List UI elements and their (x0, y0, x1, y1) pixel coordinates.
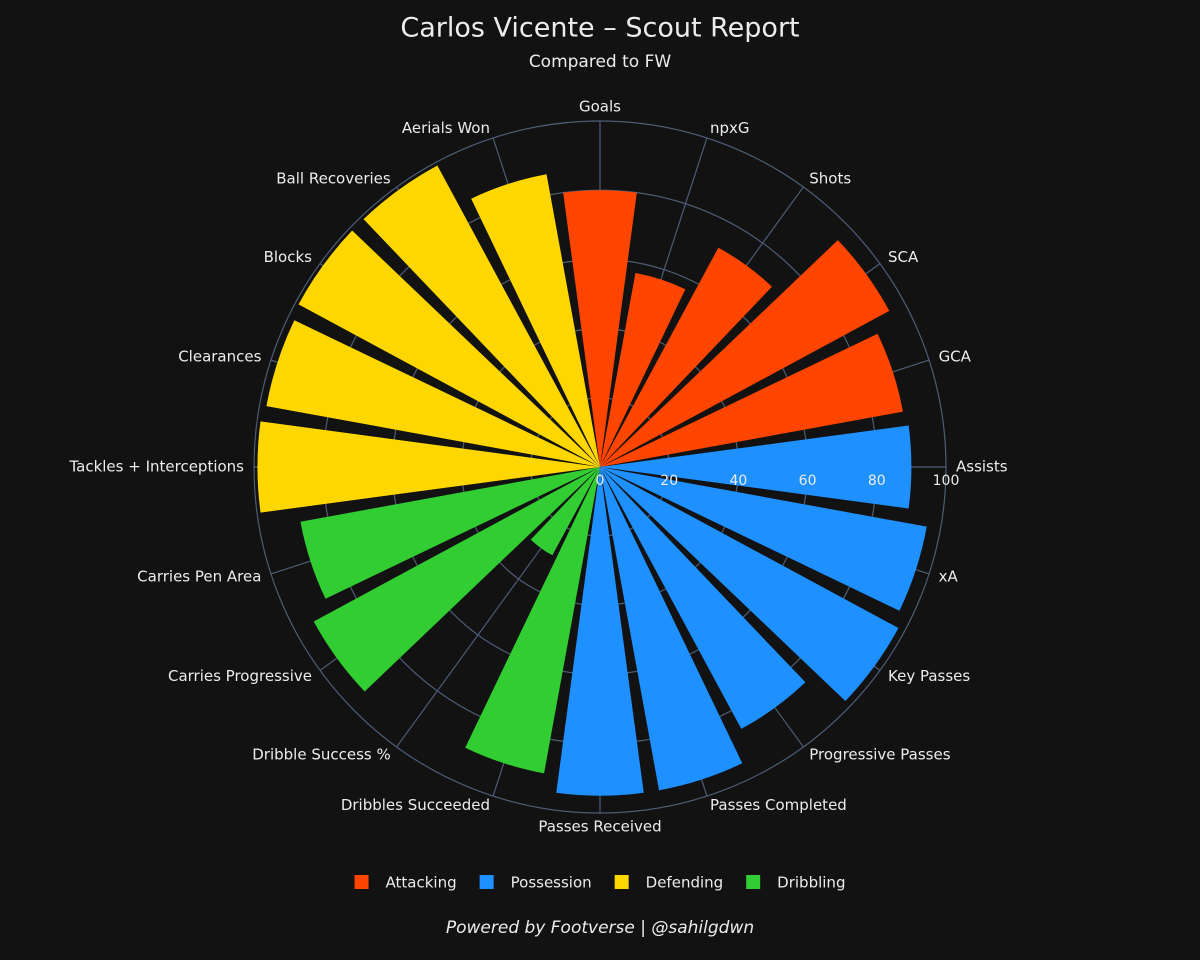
r-tick-label: 0 (596, 473, 605, 489)
category-label: xA (939, 568, 959, 586)
bar (530, 467, 600, 556)
legend-item: Dribbling (746, 874, 845, 892)
bar (556, 467, 644, 796)
bar (600, 272, 686, 467)
category-label: Dribble Success % (252, 746, 391, 764)
legend-item: Attacking (354, 874, 457, 892)
category-label: Carries Progressive (168, 667, 312, 685)
category-label: Shots (809, 169, 851, 187)
legend-label: Possession (511, 874, 592, 892)
labels: Goals npxG Shots SCA GCA Assists xA Key Passes P… (68, 98, 1007, 836)
category-label: GCA (939, 347, 972, 365)
category-label: Assists (956, 458, 1008, 476)
category-label: Passes Received (538, 818, 661, 836)
bar (600, 467, 899, 702)
legend-swatch (746, 875, 761, 889)
bar (600, 467, 743, 791)
bar (300, 467, 600, 599)
legend-item: Defending (614, 874, 724, 892)
bar (600, 467, 806, 729)
legend-swatch (354, 875, 369, 889)
bars (257, 165, 927, 796)
bar (600, 333, 903, 467)
bar (257, 421, 600, 513)
bar (600, 247, 772, 467)
bar (313, 467, 600, 692)
r-tick-label: 40 (729, 473, 747, 489)
category-label: Goals (579, 98, 621, 116)
category-label: npxG (710, 119, 750, 137)
category-label: Progressive Passes (809, 746, 950, 764)
footer: Powered by Footverse | @sahilgdwn (446, 918, 754, 938)
category-label: Tackles + Interceptions (68, 458, 244, 476)
category-label: Ball Recoveries (276, 169, 391, 187)
legend-label: Dribbling (777, 874, 845, 892)
bar (600, 425, 912, 509)
category-label: Carries Pen Area (137, 568, 261, 586)
bar (266, 320, 600, 467)
bar (563, 190, 637, 467)
bar (298, 230, 600, 467)
r-tick-label: 100 (933, 473, 960, 489)
category-label: SCA (888, 248, 919, 266)
bar (471, 174, 600, 467)
category-label: Dribbles Succeeded (341, 796, 490, 814)
chart-title: Carlos Vicente – Scout Report (400, 13, 799, 44)
bar (600, 240, 890, 467)
legend-swatch (479, 875, 494, 889)
category-label: Clearances (178, 347, 261, 365)
r-tick-label: 20 (660, 473, 678, 489)
category-label: Aerials Won (402, 119, 490, 137)
legend-item: Possession (479, 874, 592, 892)
legend-label: Attacking (386, 874, 457, 892)
bar (600, 467, 927, 611)
category-label: Passes Completed (710, 796, 847, 814)
legend-swatch (614, 875, 629, 889)
r-tick-label: 60 (799, 473, 817, 489)
legend-label: Defending (646, 874, 724, 892)
category-label: Key Passes (888, 667, 970, 685)
category-label: Blocks (264, 248, 313, 266)
legend: Attacking Possession Defending Dribbling (354, 874, 845, 892)
chart-subtitle: Compared to FW (529, 52, 672, 72)
bar (363, 165, 600, 467)
bar (465, 467, 600, 774)
r-tick-label: 80 (868, 473, 886, 489)
